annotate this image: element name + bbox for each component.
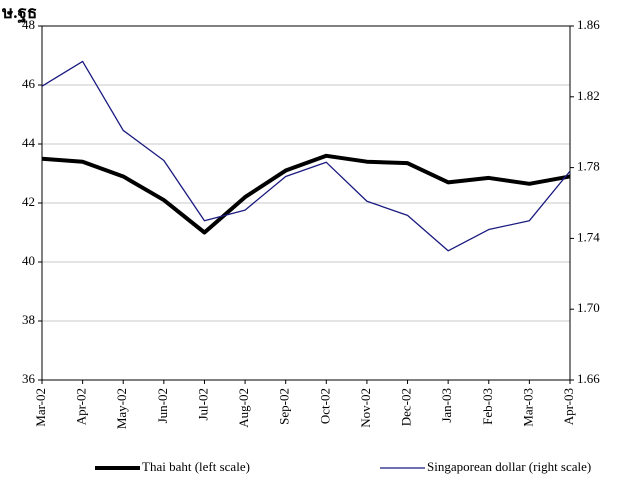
legend-label: Thai baht (left scale) <box>142 459 250 474</box>
y-tick-label: 46 <box>22 76 36 91</box>
x-tick-label: Nov-02 <box>358 388 373 428</box>
x-tick-label: Feb-03 <box>480 388 495 425</box>
series-line <box>41 153 571 235</box>
y-tick-label: 36 <box>22 371 36 386</box>
y-tick-label: 42 <box>22 194 35 209</box>
plot-frame <box>41 25 571 381</box>
x-tick-label: Apr-02 <box>74 388 89 425</box>
x-tick-label: Jun-02 <box>155 388 170 423</box>
y-tick-label: 48 <box>22 17 35 32</box>
y2-tick-label: 1.74 <box>577 229 600 244</box>
x-tick-label: Jul-02 <box>195 388 210 421</box>
x-tick-label: Sep-02 <box>277 388 292 425</box>
chart-title: ษ.ฐธ <box>2 3 37 24</box>
x-tick-label: Apr-03 <box>561 388 576 425</box>
x-tick-label: Mar-03 <box>520 388 535 427</box>
y-tick-label: 44 <box>22 135 36 150</box>
x-tick-label: Dec-02 <box>399 388 414 426</box>
x-tick-label: Aug-02 <box>236 388 251 428</box>
x-tick-label: May-02 <box>114 388 129 429</box>
y-tick-label: 40 <box>22 253 35 268</box>
x-tick-label: Oct-02 <box>317 388 332 424</box>
y-tick-label: 38 <box>22 312 35 327</box>
y2-tick-label: 1.70 <box>577 300 600 315</box>
y2-tick-label: 1.86 <box>577 17 600 32</box>
x-tick-label: Mar-02 <box>33 388 48 427</box>
y2-tick-label: 1.66 <box>577 371 600 386</box>
series-line <box>41 60 571 252</box>
legend-label: Singaporean dollar (right scale) <box>427 459 591 474</box>
y2-tick-label: 1.78 <box>577 159 600 174</box>
x-tick-label: Jan-03 <box>439 388 454 423</box>
y2-tick-label: 1.82 <box>577 88 600 103</box>
